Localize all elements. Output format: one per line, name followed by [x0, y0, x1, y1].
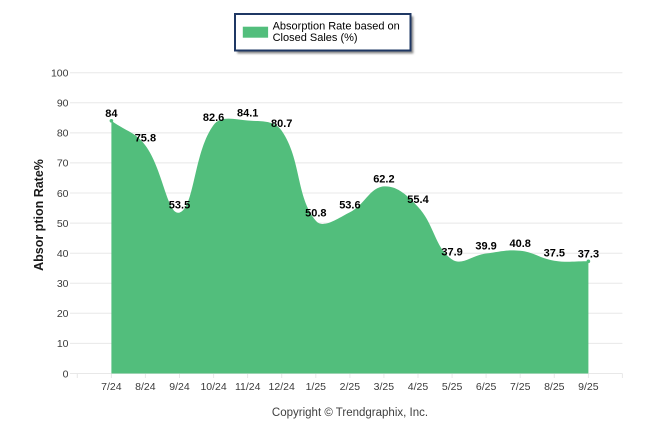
svg-text:3/25: 3/25 [374, 381, 395, 393]
svg-text:40: 40 [57, 248, 69, 260]
svg-text:84: 84 [105, 108, 118, 120]
svg-text:Copyright © Trendgraphix, Inc.: Copyright © Trendgraphix, Inc. [272, 407, 428, 419]
svg-text:80: 80 [57, 128, 69, 140]
svg-text:10: 10 [57, 338, 69, 350]
svg-text:75.8: 75.8 [135, 133, 156, 145]
svg-text:11/24: 11/24 [235, 381, 261, 393]
svg-text:20: 20 [57, 308, 69, 320]
svg-text:53.6: 53.6 [339, 199, 360, 211]
svg-text:50.8: 50.8 [305, 208, 326, 220]
svg-text:Absorption Rate based on: Absorption Rate based on [273, 21, 400, 33]
svg-text:39.9: 39.9 [475, 241, 496, 253]
svg-text:40.8: 40.8 [509, 238, 530, 250]
svg-text:62.2: 62.2 [373, 173, 394, 185]
svg-text:7/24: 7/24 [101, 381, 122, 393]
svg-text:37.3: 37.3 [578, 248, 599, 260]
svg-text:9/24: 9/24 [169, 381, 190, 393]
svg-text:30: 30 [57, 278, 69, 290]
svg-text:1/25: 1/25 [306, 381, 327, 393]
svg-text:82.6: 82.6 [203, 112, 224, 124]
svg-text:Absor ption Rate%: Absor ption Rate% [32, 159, 46, 271]
svg-text:9/25: 9/25 [578, 381, 599, 393]
svg-text:4/25: 4/25 [408, 381, 429, 393]
svg-text:12/24: 12/24 [269, 381, 295, 393]
svg-text:55.4: 55.4 [407, 194, 429, 206]
svg-text:5/25: 5/25 [442, 381, 463, 393]
svg-text:6/25: 6/25 [476, 381, 497, 393]
svg-text:8/24: 8/24 [135, 381, 156, 393]
svg-text:2/25: 2/25 [340, 381, 361, 393]
svg-text:90: 90 [57, 98, 69, 110]
svg-text:70: 70 [57, 158, 69, 170]
svg-text:50: 50 [57, 218, 69, 230]
svg-text:8/25: 8/25 [544, 381, 565, 393]
svg-text:80.7: 80.7 [271, 118, 292, 130]
svg-text:100: 100 [51, 68, 69, 80]
svg-text:0: 0 [63, 368, 69, 380]
svg-text:10/24: 10/24 [200, 381, 226, 393]
svg-text:7/25: 7/25 [510, 381, 531, 393]
svg-text:Closed Sales (%): Closed Sales (%) [273, 32, 358, 44]
svg-text:60: 60 [57, 188, 69, 200]
svg-text:37.5: 37.5 [544, 248, 565, 260]
svg-text:37.9: 37.9 [441, 247, 462, 259]
svg-text:84.1: 84.1 [237, 108, 258, 120]
svg-text:53.5: 53.5 [169, 200, 190, 212]
